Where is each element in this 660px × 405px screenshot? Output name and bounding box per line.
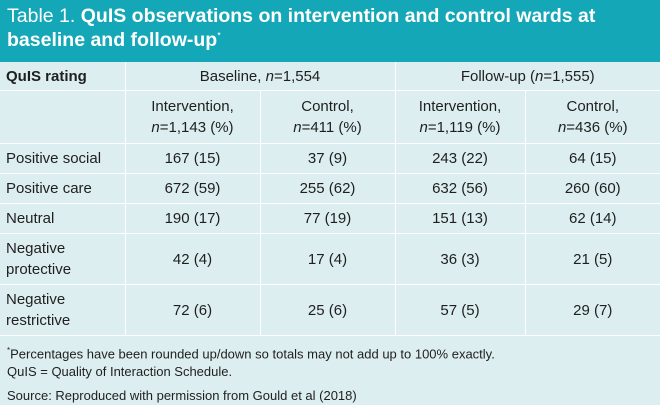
- rating-cell: Neutral: [0, 203, 126, 234]
- table-row: Negative restrictive 72 (6) 25 (6) 57 (5…: [0, 284, 660, 336]
- value-cell: 243 (22): [395, 143, 526, 174]
- value-cell: 64 (15): [525, 143, 660, 174]
- table-title: Table 1. QuIS observations on interventi…: [0, 0, 660, 62]
- value-cell: 190 (17): [125, 203, 261, 234]
- column-header-baseline-control: Control, n=411 (%): [260, 90, 396, 144]
- value-cell: 72 (6): [125, 284, 261, 336]
- value-cell: 62 (14): [525, 203, 660, 234]
- value-cell: 260 (60): [525, 173, 660, 204]
- column-header-followup: Follow-up (n=1,555): [395, 62, 660, 91]
- rating-cell: Negative restrictive: [0, 284, 126, 336]
- value-cell: 36 (3): [395, 233, 526, 285]
- value-cell: 17 (4): [260, 233, 396, 285]
- value-cell: 672 (59): [125, 173, 261, 204]
- value-cell: 25 (6): [260, 284, 396, 336]
- value-cell: 57 (5): [395, 284, 526, 336]
- table-caption: QuIS observations on intervention and co…: [7, 5, 596, 51]
- value-cell: 37 (9): [260, 143, 396, 174]
- abbreviation-note: QuIS = Quality of Interaction Schedule.: [7, 364, 233, 380]
- group-header-row: QuIS rating Baseline, n=1,554 Follow-up …: [0, 62, 660, 91]
- table-notes: *Percentages have been rounded up/down s…: [0, 336, 660, 405]
- value-cell: 167 (15): [125, 143, 261, 174]
- column-header-baseline-intervention: Intervention, n=1,143 (%): [125, 90, 261, 144]
- value-cell: 29 (7): [525, 284, 660, 336]
- observations-table: QuIS rating Baseline, n=1,554 Follow-up …: [0, 62, 660, 336]
- value-cell: 21 (5): [525, 233, 660, 285]
- column-header-followup-intervention: Intervention, n=1,119 (%): [395, 90, 526, 144]
- footnote-marker: *: [217, 30, 221, 41]
- table-row: Neutral 190 (17) 77 (19) 151 (13) 62 (14…: [0, 203, 660, 234]
- column-header-baseline: Baseline, n=1,554: [125, 62, 396, 91]
- value-cell: 255 (62): [260, 173, 396, 204]
- column-header-rating: QuIS rating: [0, 62, 126, 91]
- table-row: Negative protective 42 (4) 17 (4) 36 (3)…: [0, 233, 660, 285]
- column-header-followup-control: Control, n=436 (%): [525, 90, 660, 144]
- table-number: Table 1.: [7, 5, 76, 27]
- value-cell: 151 (13): [395, 203, 526, 234]
- column-header-empty: [0, 90, 126, 144]
- rating-cell: Negative protective: [0, 233, 126, 285]
- table-row: Positive social 167 (15) 37 (9) 243 (22)…: [0, 143, 660, 174]
- rating-cell: Positive care: [0, 173, 126, 204]
- value-cell: 632 (56): [395, 173, 526, 204]
- table-row: Positive care 672 (59) 255 (62) 632 (56)…: [0, 173, 660, 204]
- sub-header-row: Intervention, n=1,143 (%) Control, n=411 (…: [0, 90, 660, 144]
- rating-cell: Positive social: [0, 143, 126, 174]
- source-note: Source: Reproduced with permission from …: [7, 388, 357, 404]
- value-cell: 77 (19): [260, 203, 396, 234]
- value-cell: 42 (4): [125, 233, 261, 285]
- rounding-footnote: *Percentages have been rounded up/down s…: [7, 346, 495, 362]
